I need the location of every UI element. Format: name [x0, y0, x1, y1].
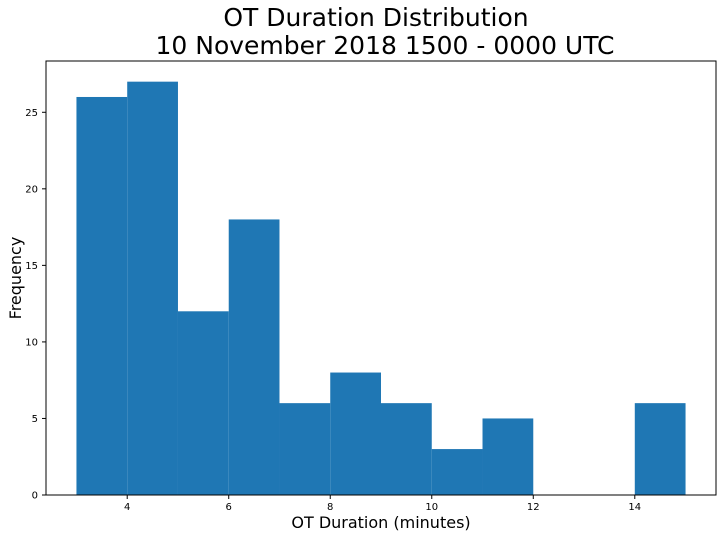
y-tick-label: 10	[25, 337, 38, 348]
y-axis-ticks: 0 5 10 15 20 25	[25, 108, 46, 502]
chart-subtitle: 10 November 2018 1500 - 0000 UTC	[156, 31, 615, 60]
histogram-bar-7	[381, 403, 432, 495]
x-tick-label: 4	[124, 502, 130, 513]
chart-title: OT Duration Distribution	[223, 3, 528, 32]
bars-group	[76, 81, 686, 496]
x-axis-label: OT Duration (minutes)	[291, 513, 470, 532]
histogram-bar-9	[482, 418, 534, 495]
y-axis-label: Frequency	[6, 237, 25, 320]
plot-area-frame	[45, 60, 717, 496]
histogram-bar-6	[330, 372, 381, 495]
y-tick-label: 20	[25, 184, 38, 195]
histogram-bar-12	[634, 403, 686, 495]
y-tick-label: 15	[25, 261, 38, 272]
histogram-bar-1	[76, 96, 128, 495]
x-tick-label: 6	[226, 502, 232, 513]
y-tick-label: 0	[32, 491, 38, 502]
histogram-bar-4	[228, 219, 280, 495]
x-tick-label: 8	[327, 502, 333, 513]
histogram-bar-8	[431, 449, 483, 495]
y-tick-label: 25	[25, 108, 38, 119]
histogram-bar-3	[177, 311, 229, 495]
x-tick-label: 12	[527, 502, 540, 513]
y-tick-label: 5	[32, 414, 38, 425]
histogram-bar-5	[279, 403, 331, 495]
x-tick-label: 10	[425, 502, 438, 513]
x-axis-ticks: 4 6 8 10 12 14	[124, 495, 641, 513]
x-tick-label: 14	[628, 502, 641, 513]
histogram-bar-2	[127, 81, 178, 496]
